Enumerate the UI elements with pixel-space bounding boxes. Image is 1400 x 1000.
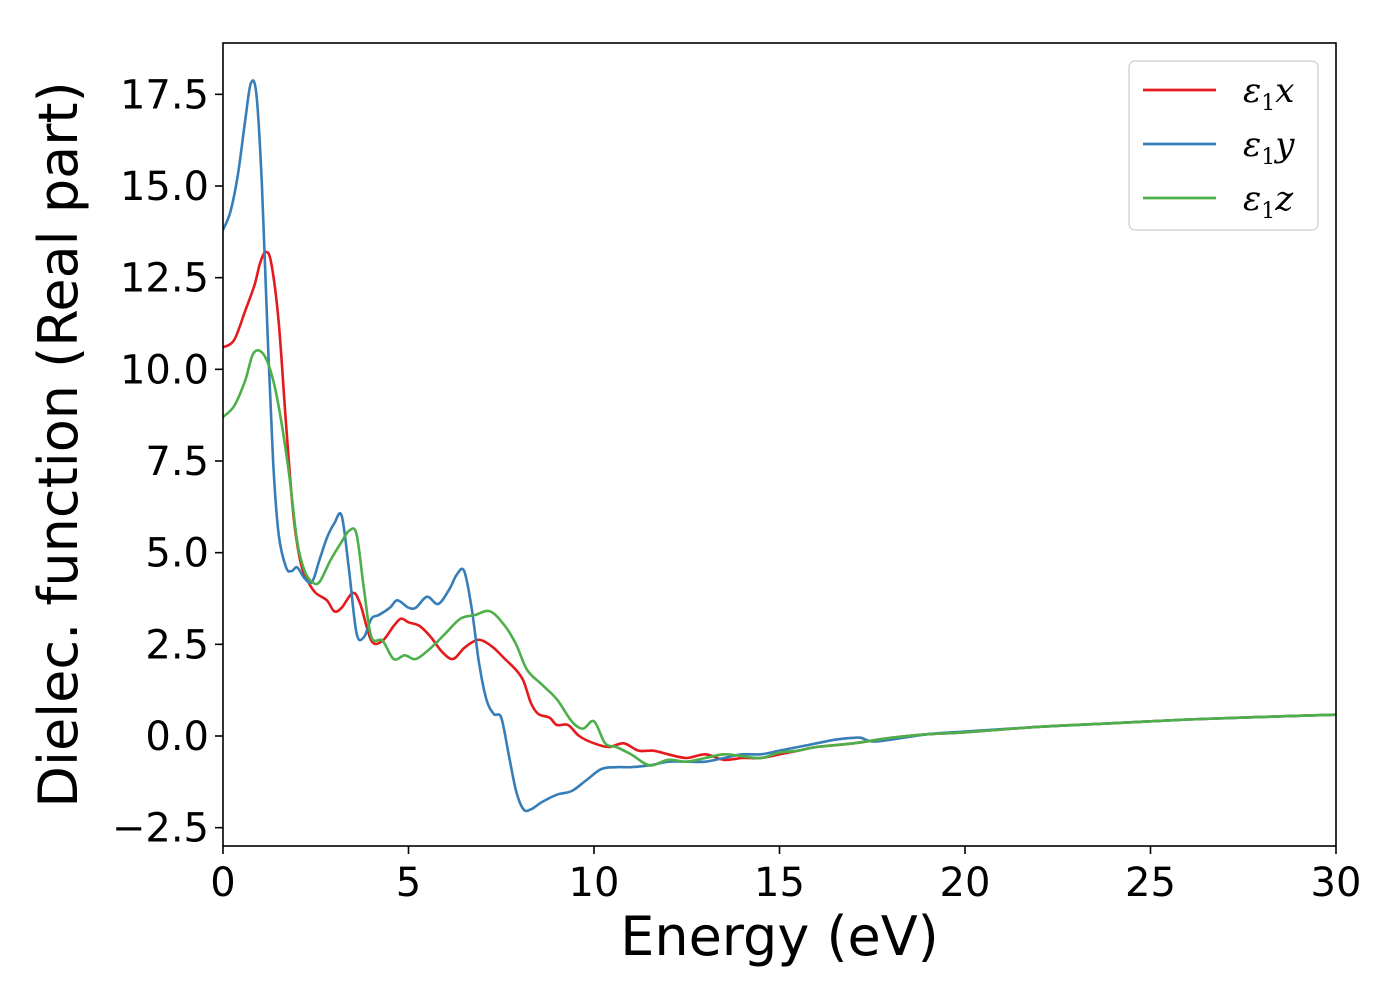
y-tick-label: 5.0 xyxy=(145,531,209,577)
legend-variable: z xyxy=(1274,179,1294,219)
x-axis-title: Energy (eV) xyxy=(620,905,939,968)
y-tick-label: 0.0 xyxy=(145,714,209,760)
legend-label-z: ε1z xyxy=(1243,179,1294,224)
x-tick-label: 10 xyxy=(569,860,620,906)
x-tick-label: 0 xyxy=(210,860,235,906)
y-tick-label: −2.5 xyxy=(112,806,209,852)
x-tick-label: 15 xyxy=(754,860,805,906)
series-line-y xyxy=(223,79,1336,813)
y-axis: −2.5 0.0 2.5 5.0 7.5 10.0 12.5 15.0 17.5 xyxy=(112,72,223,852)
x-tick-label: 30 xyxy=(1311,860,1362,906)
series-line-z xyxy=(223,349,1336,767)
legend-subscript: 1 xyxy=(1261,199,1275,224)
legend-variable: x xyxy=(1275,71,1294,111)
y-tick-label: 12.5 xyxy=(120,256,209,302)
plot-area xyxy=(222,42,1337,847)
legend-variable: y xyxy=(1273,125,1295,165)
legend-subscript: 1 xyxy=(1261,91,1275,116)
legend-epsilon: ε xyxy=(1243,71,1261,111)
legend-label-x: ε1x xyxy=(1243,71,1294,116)
y-axis-title: Dielec. function (Real part) xyxy=(27,81,90,807)
x-axis: 0 5 10 15 20 25 30 xyxy=(210,846,1361,906)
x-tick-label: 5 xyxy=(396,860,421,906)
x-tick-label: 20 xyxy=(940,860,991,906)
series-layer xyxy=(223,79,1336,813)
legend-epsilon: ε xyxy=(1243,179,1261,219)
legend-frame xyxy=(1128,60,1319,231)
y-tick-label: 10.0 xyxy=(120,347,209,393)
y-tick-label: 15.0 xyxy=(120,164,209,210)
y-tick-label: 2.5 xyxy=(145,622,209,668)
y-tick-label: 17.5 xyxy=(120,72,209,118)
legend-epsilon: ε xyxy=(1243,125,1261,165)
y-tick-label: 7.5 xyxy=(145,439,209,485)
legend-label-y: ε1y xyxy=(1243,125,1295,170)
x-tick-label: 25 xyxy=(1125,860,1176,906)
legend-subscript: 1 xyxy=(1261,145,1275,170)
